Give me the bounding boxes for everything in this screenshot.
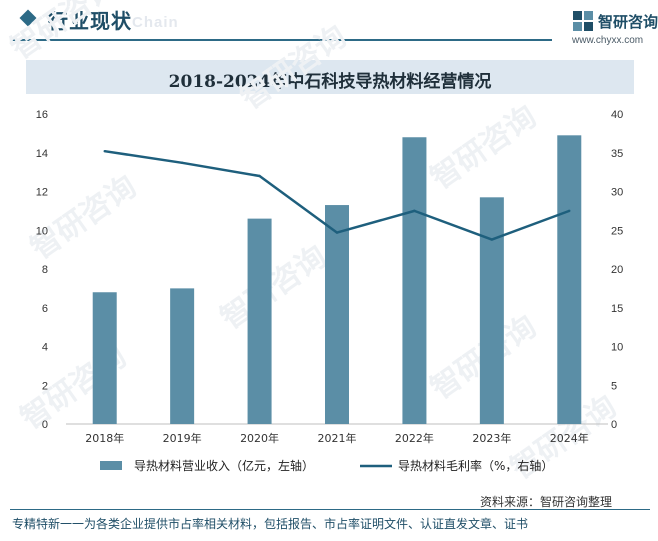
x-tick-label: 2021年 [318,431,357,445]
y-right-tick-label: 5 [611,380,617,392]
section-subtitle: Chain [132,14,179,31]
y-right-tick-label: 30 [611,187,623,199]
margin-point [335,231,339,234]
x-tick-label: 2023年 [472,431,511,445]
chart-title: 2018-2024年中石科技导热材料经营情况 [168,72,492,92]
y-right-tick-label: 0 [611,419,617,431]
y-right-tick-label: 15 [611,303,623,315]
chart-title-band: 2018-2024年中石科技导热材料经营情况 [26,60,634,94]
revenue-bar [92,292,117,424]
margin-point [413,209,416,213]
x-tick-label: 2019年 [163,431,202,445]
source-note: 资料来源：智研咨询整理 [480,495,613,509]
watermark-text: 智研咨询 [215,239,333,336]
y-left-tick-label: 0 [42,419,48,431]
logo-name: 智研咨询 [598,13,658,31]
header-divider [10,39,552,41]
section-title: 行业现状 [48,9,132,33]
legend-label-margin: 导热材料毛利率（%，右轴） [398,458,553,473]
y-right-tick-label: 10 [611,342,623,354]
margin-point [258,174,261,178]
y-right-tick-label: 35 [611,148,623,160]
y-left-tick-label: 6 [42,303,48,315]
x-tick-label: 2020年 [240,431,279,445]
x-tick-label: 2022年 [395,431,434,445]
brand-logo: 智研咨询 www.chyxx.com [572,8,658,48]
y-left-tick-label: 4 [42,342,48,354]
footer-divider [10,509,650,510]
revenue-bar [479,197,504,424]
logo-url: www.chyxx.com [572,35,644,46]
watermark-text: 智研咨询 [425,99,543,196]
section-header: 行业现状 Chain [0,0,658,44]
revenue-bar [557,135,582,424]
watermark-text: 智研咨询 [25,169,143,266]
watermark-text: 智研咨询 [235,19,353,116]
margin-point [103,150,106,153]
margin-point [490,238,494,241]
y-left-tick-label: 14 [36,148,48,160]
zhiyan-logo-icon [573,11,593,31]
watermark-text: 智研咨询 [5,0,123,67]
y-right-tick-label: 40 [611,109,623,121]
y-left-tick-label: 10 [36,225,48,237]
y-left-tick-label: 2 [42,380,48,392]
y-left-tick-label: 12 [36,187,48,199]
y-left-tick-label: 8 [42,264,48,276]
y-right-tick-label: 20 [611,264,623,276]
y-left-tick-label: 16 [36,109,48,121]
revenue-bar [247,218,272,424]
x-tick-label: 2024年 [550,431,589,445]
margin-point [180,161,184,165]
revenue-bar [325,205,349,424]
y-right-tick-label: 25 [611,225,623,237]
revenue-bar [402,137,427,424]
footer-note: 专精特新一一为各类企业提供市占率相关材料，包括报告、市占率证明文件、认证直发文章… [12,517,529,531]
margin-point [568,209,571,213]
legend-swatch-revenue [100,461,122,470]
x-tick-label: 2018年 [85,431,124,445]
revenue-bar [170,288,195,424]
legend-label-revenue: 导热材料营业收入（亿元，左轴） [134,458,314,473]
